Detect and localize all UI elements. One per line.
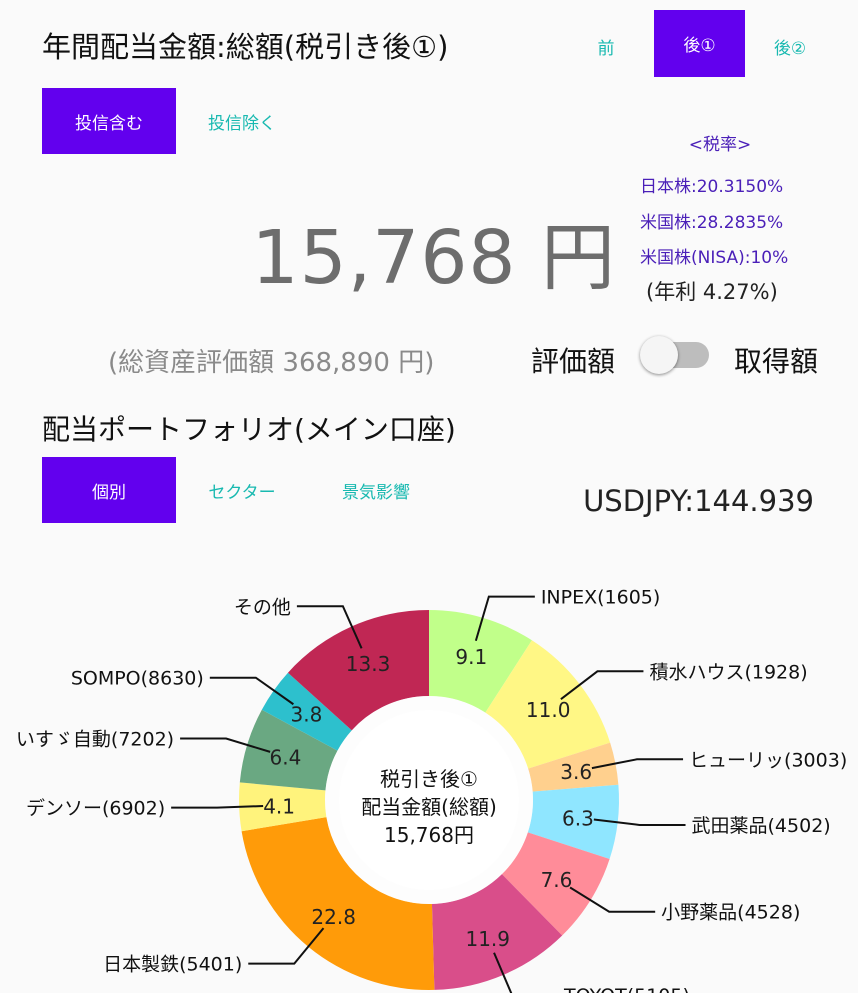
chart-center-label: 配当金額(総額)	[361, 795, 497, 819]
slice-4502[interactable]	[527, 784, 619, 860]
slice-value-label: 4.1	[263, 794, 295, 818]
annual-dividend-amount: 15,768 円	[251, 215, 616, 301]
leader-line	[180, 737, 271, 753]
total-asset-value: (総資産評価額 368,890 円)	[108, 348, 435, 378]
slice-value-label: 6.4	[270, 746, 302, 770]
leader-line	[248, 927, 325, 965]
include-funds-button[interactable]: 投信含む	[42, 88, 176, 154]
portfolio-title: 配当ポートフォリオ(メイン口座)	[42, 413, 456, 446]
leader-line	[493, 952, 513, 993]
slice-name-label: SOMPO(8630)	[71, 668, 204, 690]
slice-name-label: INPEX(1605)	[541, 587, 660, 609]
slice-name-label: 積水ハウス(1928)	[649, 661, 807, 683]
slice-other[interactable]	[287, 610, 429, 731]
slice-name-label: 武田薬品(4502)	[692, 815, 831, 837]
toggle-thumb[interactable]	[640, 336, 678, 374]
leader-line	[591, 758, 684, 770]
slice-name-label: いすゞ自動(7202)	[16, 729, 174, 751]
slice-value-label: 11.0	[526, 698, 571, 722]
tab-after-tax-2[interactable]: 後②	[773, 38, 807, 59]
tax-rate-us-nisa: 米国株(NISA):10%	[640, 248, 789, 268]
slice-value-label: 9.1	[455, 645, 487, 669]
tab-economic-impact[interactable]: 景気影響	[342, 482, 410, 503]
page-title: 年間配当金額:総額(税引き後①)	[42, 30, 449, 64]
slice-1928[interactable]	[485, 640, 611, 769]
tab-before-tax[interactable]: 前	[597, 38, 615, 59]
leader-line	[474, 595, 535, 642]
slice-name-label: TOYOT(5105)	[563, 985, 690, 993]
slice-7202[interactable]	[239, 709, 338, 791]
slice-inpex-1605[interactable]	[429, 610, 532, 713]
slice-value-label: 22.8	[311, 905, 356, 929]
leader-line	[593, 818, 686, 826]
tax-rate-heading: <税率>	[688, 135, 752, 155]
toggle-label-acquisition-value: 取得額	[734, 345, 819, 378]
chart-center-label: 15,768円	[384, 823, 474, 847]
donut-hole	[339, 710, 519, 890]
dividend-donut-chart: 税引き後① 配当金額(総額) 15,768円 9.1 INPEX(1605) 11.0 積…	[16, 587, 847, 993]
tax-rate-us: 米国株:28.2835%	[640, 213, 784, 233]
leader-line	[171, 805, 264, 809]
slice-name-label: 日本製鉄(5401)	[103, 954, 242, 976]
slice-name-label: ヒューリッ(3003)	[689, 749, 847, 771]
slice-6902[interactable]	[238, 782, 327, 832]
slice-value-label: 3.8	[291, 702, 323, 726]
chart-center-label: 税引き後①	[380, 767, 478, 791]
annual-yield: (年利 4.27%)	[646, 280, 778, 304]
exclude-funds-button[interactable]: 投信除く	[208, 113, 276, 134]
leader-line	[569, 886, 656, 913]
slice-5401[interactable]	[241, 817, 435, 990]
leader-line	[296, 605, 363, 649]
slice-value-label: 11.9	[465, 927, 510, 951]
slice-value-label: 13.3	[346, 652, 391, 676]
leader-line	[209, 676, 294, 706]
slice-value-label: 7.6	[541, 868, 573, 892]
tab-after-tax-1[interactable]: 後①	[654, 10, 745, 77]
slice-3003[interactable]	[528, 742, 619, 792]
slice-value-label: 3.6	[560, 760, 592, 784]
slice-4528[interactable]	[501, 832, 610, 936]
tax-rate-japan: 日本株:20.3150%	[640, 177, 784, 197]
slice-value-label: 6.3	[562, 807, 594, 831]
slice-name-label: 小野薬品(4528)	[661, 902, 800, 924]
usd-jpy-rate: USDJPY:144.939	[583, 484, 814, 518]
tab-sector[interactable]: セクター	[208, 482, 276, 503]
leader-line	[560, 670, 644, 700]
toggle-label-market-value: 評価額	[531, 345, 616, 378]
slice-toyot-5105[interactable]	[431, 874, 563, 990]
tab-individual[interactable]: 個別	[42, 457, 176, 523]
slice-name-label: デンソー(6902)	[26, 798, 165, 820]
slice-name-label: その他	[234, 596, 291, 618]
slice-sompo-8630[interactable]	[261, 672, 352, 751]
